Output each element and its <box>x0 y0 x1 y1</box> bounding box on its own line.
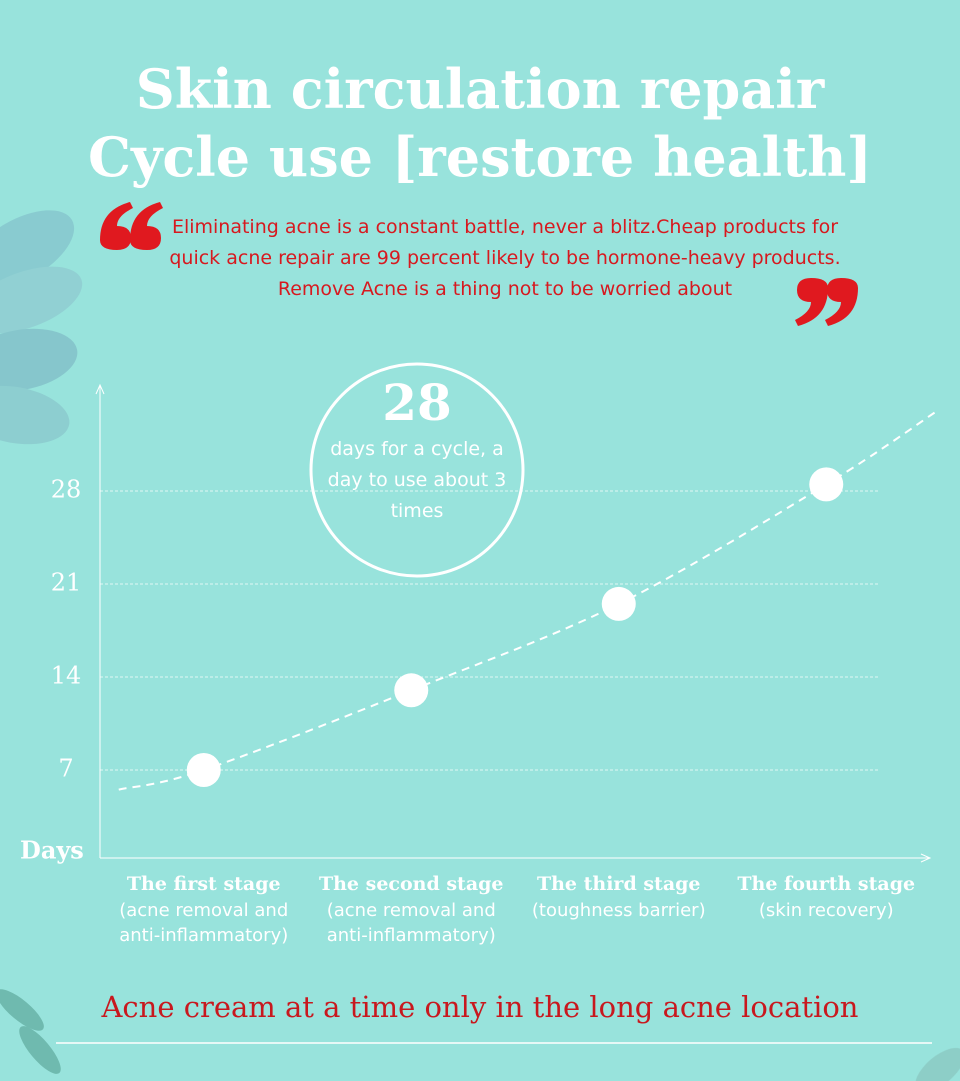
y-tick-label: 7 <box>58 755 73 783</box>
title-block: Skin circulation repair Cycle use [resto… <box>0 55 960 191</box>
category-label: The fourth stage (skin recovery) <box>721 870 931 923</box>
highlight-ring <box>309 362 525 578</box>
x-axis-arrow <box>920 853 932 863</box>
category-note: (skin recovery) <box>758 900 894 921</box>
subtitle: Cycle use [restore health] <box>88 125 872 189</box>
data-point <box>186 753 221 787</box>
leaf-decoration <box>0 210 960 1081</box>
quote-marks <box>100 202 858 326</box>
trend-line <box>118 409 939 791</box>
y-tick-label: 28 <box>51 476 82 504</box>
y-tick-label: 21 <box>51 569 82 597</box>
category-name: The fourth stage <box>737 873 916 895</box>
quote: Eliminating acne is a constant battle, n… <box>169 216 841 300</box>
category-label: The first stage (acne removal and anti-in… <box>99 870 309 948</box>
category-label: The third stage (toughness barrier) <box>514 870 724 923</box>
y-axis-label: Days <box>20 836 84 865</box>
category-note: (acne removal and anti-inflammatory) <box>119 900 289 946</box>
highlight-text: days for a cycle, a day to use about 3 t… <box>327 438 507 522</box>
data-point <box>809 467 844 502</box>
footer: Acne cream at a time only in the long ac… <box>101 990 859 1024</box>
y-axis-arrow <box>95 383 105 395</box>
highlight: 28 days for a cycle, a day to use about … <box>317 372 517 527</box>
category-note: (toughness barrier) <box>531 900 706 921</box>
category-note: (acne removal and anti-inflammatory) <box>326 900 496 946</box>
category-name: The second stage <box>318 873 504 895</box>
data-point <box>601 586 636 621</box>
category-label: The second stage (acne removal and anti-i… <box>306 870 516 948</box>
highlight-value: 28 <box>382 373 452 432</box>
category-name: The third stage <box>536 873 701 895</box>
y-tick-label: 14 <box>51 662 82 690</box>
data-point <box>394 673 429 708</box>
title: Skin circulation repair <box>135 57 825 121</box>
category-name: The first stage <box>126 873 281 895</box>
